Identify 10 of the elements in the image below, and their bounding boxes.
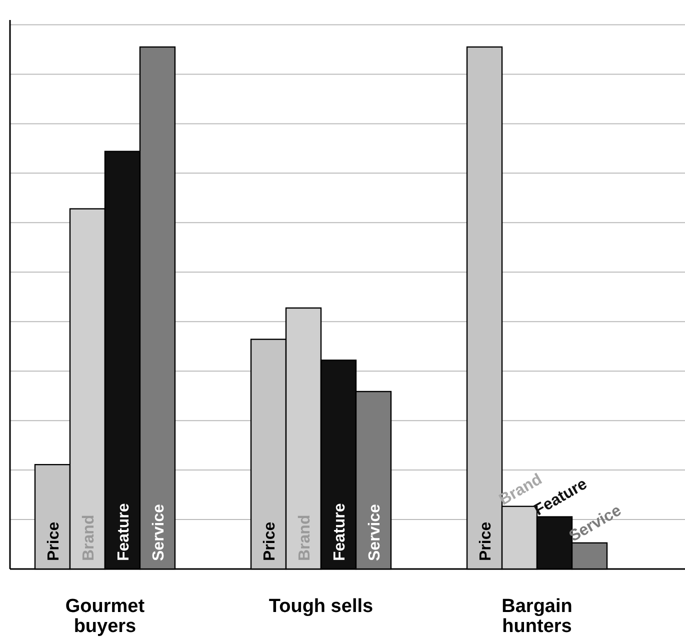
x-tick-label: Tough sells [268,596,374,617]
x-tick-label: Bargain hunters [502,596,572,637]
series-label: Price [262,522,279,561]
text: Service [366,504,384,561]
text: Service [150,504,168,561]
text: Price [478,522,495,561]
text: Feature [115,503,132,561]
text: Price [45,522,62,561]
x-tick-label: Gourmet buyers [65,596,146,637]
text: Feature [331,503,348,561]
